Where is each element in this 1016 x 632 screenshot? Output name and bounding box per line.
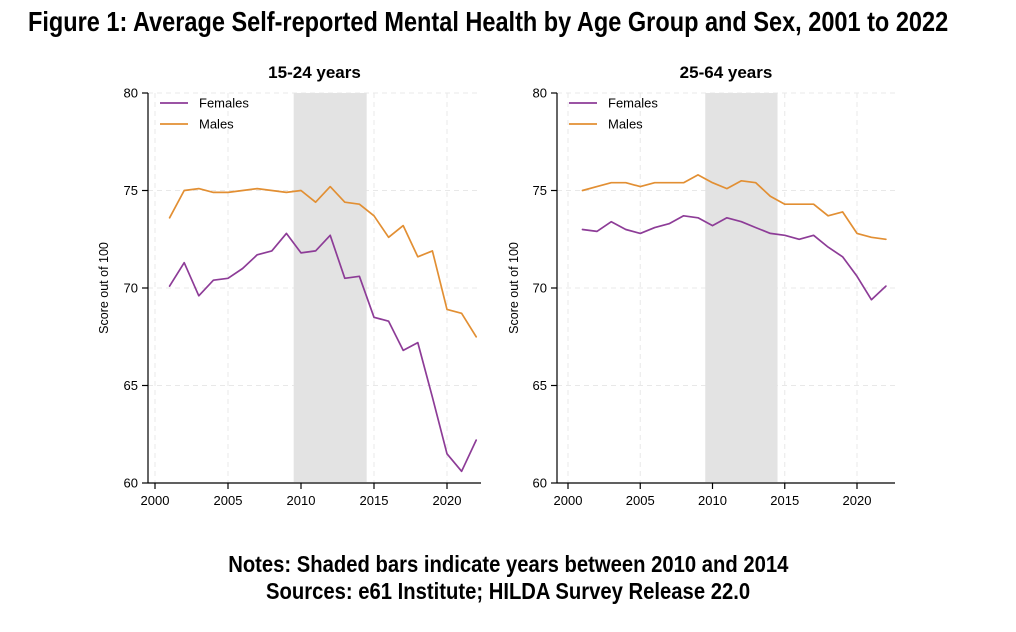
legend-label-males: Males — [608, 117, 643, 132]
x-tick-label: 2020 — [843, 493, 872, 508]
y-tick-label: 60 — [533, 476, 547, 491]
chart-panel-15-24: 60 65 70 75 80 2000 2005 2010 2015 2020 Score out … — [97, 63, 481, 508]
chart-panel-25-64: 60 65 70 75 80 2000 2005 2010 2015 2020 Score out … — [507, 63, 895, 508]
y-tick-label: 60 — [124, 476, 138, 491]
notes-line-1: Notes: Shaded bars indicate years betwee… — [227, 551, 789, 577]
panel-title: 15-24 years — [268, 63, 361, 82]
shaded-region — [293, 93, 367, 482]
legend-label-females: Females — [608, 96, 658, 111]
x-tick-label: 2015 — [770, 493, 799, 508]
x-tick-label: 2000 — [141, 493, 170, 508]
x-tick-label: 2000 — [554, 493, 583, 508]
y-tick-label: 75 — [533, 183, 547, 198]
y-tick-label: 65 — [533, 378, 547, 393]
males-line — [168, 185, 478, 338]
x-tick-label: 2015 — [360, 493, 389, 508]
x-tick-label: 2010 — [287, 493, 316, 508]
figure-title: Figure 1: Average Self-reported Mental H… — [28, 6, 1016, 38]
legend-label-males: Males — [199, 117, 234, 132]
females-line — [581, 214, 887, 301]
y-tick-label: 80 — [533, 86, 547, 101]
x-tick-label: 2010 — [698, 493, 727, 508]
notes-line-2: Sources: e61 Institute; HILDA Survey Rel… — [265, 578, 751, 604]
shaded-region — [705, 93, 778, 482]
y-tick-label: 70 — [124, 281, 138, 296]
x-tick-label: 2005 — [214, 493, 243, 508]
y-tick-label: 65 — [124, 378, 138, 393]
figure-title-text: Figure 1: Average Self-reported Mental H… — [28, 6, 949, 37]
legend-label-females: Females — [199, 96, 249, 111]
y-axis-label: Score out of 100 — [507, 242, 521, 334]
x-tick-label: 2020 — [433, 493, 462, 508]
males-line — [581, 174, 887, 241]
y-axis-label: Score out of 100 — [97, 242, 111, 334]
y-tick-label: 80 — [124, 86, 138, 101]
figure-notes: Notes: Shaded bars indicate years betwee… — [0, 551, 1016, 605]
x-tick-label: 2005 — [626, 493, 655, 508]
y-tick-label: 75 — [124, 183, 138, 198]
y-tick-label: 70 — [533, 281, 547, 296]
females-line — [168, 232, 478, 473]
panel-title: 25-64 years — [680, 63, 773, 82]
